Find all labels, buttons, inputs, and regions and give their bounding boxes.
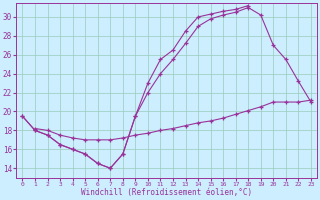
X-axis label: Windchill (Refroidissement éolien,°C): Windchill (Refroidissement éolien,°C): [81, 188, 252, 197]
